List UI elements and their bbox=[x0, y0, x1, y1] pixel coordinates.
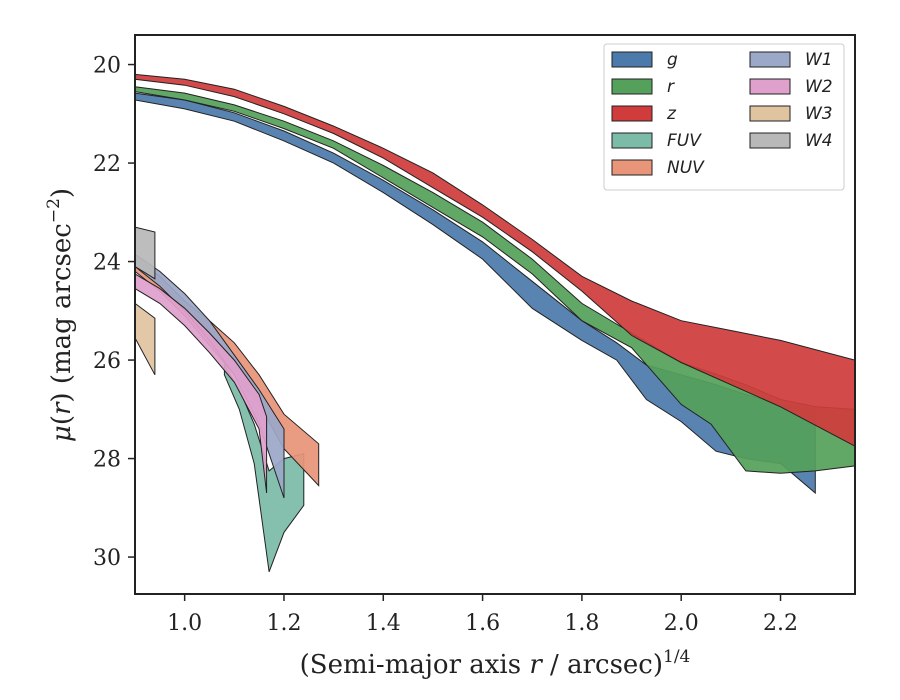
x-tick-label: 2.0 bbox=[664, 611, 699, 636]
band-w2 bbox=[134, 273, 268, 494]
x-tick-label: 1.2 bbox=[266, 611, 301, 636]
x-tick-label: 1.0 bbox=[167, 611, 202, 636]
legend-label-fuv: FUV bbox=[667, 131, 702, 151]
y-tick-label: 22 bbox=[93, 152, 121, 177]
legend-label-w3: W3 bbox=[805, 104, 833, 124]
legend: grz FUV NUV W1 W2 W3 W4 bbox=[603, 43, 845, 191]
legend-swatch-fuv bbox=[611, 132, 653, 149]
band-g bbox=[134, 92, 816, 495]
x-tick-label: 1.6 bbox=[465, 611, 500, 636]
legend-label-w4: W4 bbox=[805, 131, 833, 151]
legend-swatch-nuv bbox=[611, 159, 653, 176]
legend-swatch-w1 bbox=[749, 51, 791, 68]
y-tick-label: 20 bbox=[93, 54, 121, 79]
legend-swatch-r bbox=[611, 78, 653, 95]
legend-label-z: z bbox=[666, 104, 677, 124]
y-tick-label: 30 bbox=[93, 546, 121, 571]
legend-label-r: r bbox=[667, 77, 675, 97]
legend-label-w1: W1 bbox=[805, 50, 833, 70]
y-tick-label: 26 bbox=[93, 349, 121, 374]
legend-swatch-z bbox=[611, 105, 653, 122]
y-axis-label: μ(r) (mag arcsec−2) bbox=[44, 188, 77, 442]
legend-label-nuv: NUV bbox=[667, 158, 705, 178]
legend-label-g: g bbox=[667, 50, 678, 70]
band-w1 bbox=[134, 253, 285, 499]
x-tick-label: 1.8 bbox=[564, 611, 599, 636]
x-tick-label: 1.4 bbox=[366, 611, 401, 636]
x-axis-label: (Semi-major axis r / arcsec)1/4 bbox=[300, 647, 691, 680]
y-axis: 20 22 24 26 28 30 bbox=[93, 54, 135, 571]
legend-swatch-g bbox=[611, 51, 653, 68]
x-axis: 1.0 1.2 1.4 1.6 1.8 2.0 2.2 bbox=[167, 594, 798, 636]
y-tick-label: 24 bbox=[93, 251, 121, 276]
plot-frame bbox=[134, 34, 856, 595]
legend-swatch-w3 bbox=[749, 105, 791, 122]
y-tick-label: 28 bbox=[93, 448, 121, 473]
legend-label-w2: W2 bbox=[805, 77, 833, 97]
legend-swatch-w2 bbox=[749, 78, 791, 95]
x-tick-label: 2.2 bbox=[763, 611, 798, 636]
legend-swatch-w4 bbox=[749, 132, 791, 149]
